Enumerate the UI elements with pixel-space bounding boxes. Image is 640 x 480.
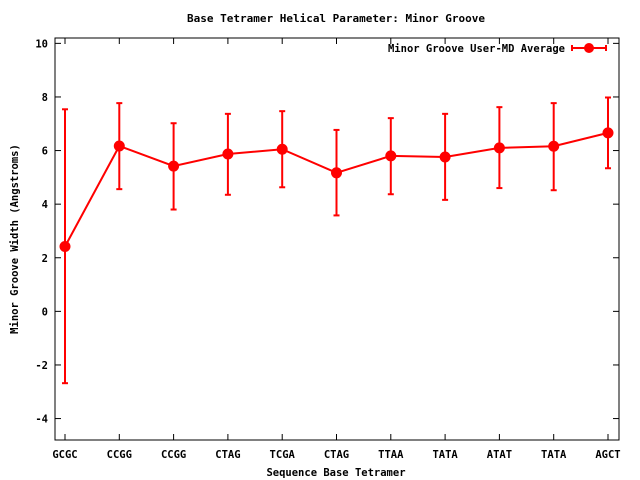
- y-tick-label: 4: [42, 199, 48, 211]
- y-tick-label: 8: [42, 92, 48, 104]
- data-point: [548, 140, 560, 152]
- plot-frame: [54, 37, 620, 441]
- data-point: [602, 127, 614, 139]
- data-point: [493, 142, 505, 154]
- y-tick-label: 6: [42, 146, 48, 158]
- data-point: [385, 150, 397, 162]
- data-point: [439, 151, 451, 163]
- x-tick-label: CCGG: [107, 449, 132, 461]
- x-tick-label: ATAT: [487, 449, 512, 461]
- data-point: [276, 143, 288, 155]
- x-axis: GCGC CCGG CCGG CTAG TCGA CTAG TTAA TATA ATAT TATA…: [52, 38, 621, 461]
- chart-title: Base Tetramer Helical Parameter: Minor G…: [187, 12, 485, 25]
- legend-marker: [584, 43, 594, 53]
- y-tick-label: 0: [42, 306, 48, 318]
- y-axis-label: Minor Groove Width (Angstroms): [9, 144, 21, 334]
- y-tick-label: 10: [35, 38, 48, 50]
- x-tick-label: CTAG: [324, 449, 349, 461]
- x-tick-label: CCGG: [161, 449, 186, 461]
- x-tick-label: TCGA: [270, 449, 296, 461]
- y-tick-label: -4: [35, 414, 48, 426]
- x-tick-label: TATA: [541, 449, 567, 461]
- x-tick-label: GCGC: [52, 449, 77, 461]
- series-minor-groove: [59, 96, 614, 385]
- data-point: [168, 160, 180, 172]
- data-point: [113, 140, 125, 152]
- x-tick-label: TATA: [432, 449, 458, 461]
- x-tick-label: TTAA: [378, 449, 404, 461]
- data-point: [222, 148, 234, 160]
- data-point: [331, 167, 342, 179]
- data-point: [59, 241, 71, 253]
- x-axis-label: Sequence Base Tetramer: [266, 467, 405, 479]
- legend: Minor Groove User-MD Average: [388, 43, 607, 55]
- x-tick-label: AGCT: [595, 449, 620, 461]
- y-tick-label: 2: [42, 253, 48, 265]
- y-tick-label: -2: [35, 360, 48, 372]
- y-axis: -4 -2 0 2 4 6 8 10: [35, 38, 619, 426]
- legend-label: Minor Groove User-MD Average: [388, 43, 565, 55]
- x-tick-label: CTAG: [215, 449, 240, 461]
